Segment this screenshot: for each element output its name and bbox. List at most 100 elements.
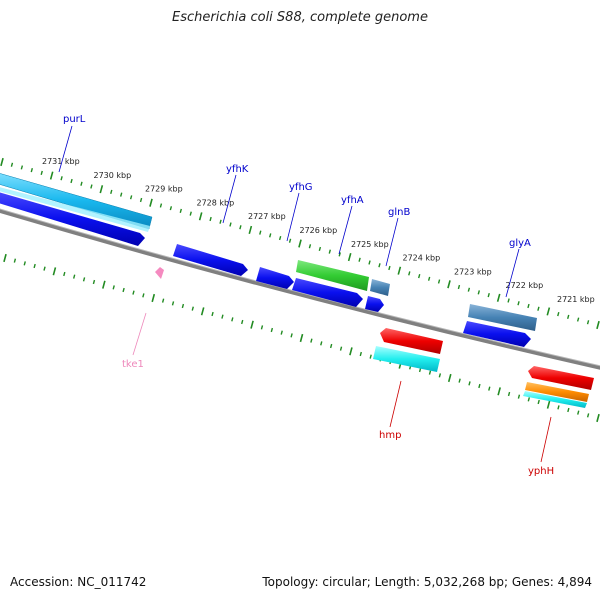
minor-tick [129, 195, 133, 200]
minor-tick [132, 290, 135, 295]
gene-label-glyA[interactable]: glyA [509, 238, 531, 249]
major-tick [447, 280, 451, 289]
minor-tick [408, 271, 411, 276]
gene-arrow[interactable] [525, 382, 589, 402]
gene-label-glnB[interactable]: glnB [388, 207, 410, 218]
minor-tick [329, 343, 333, 349]
major-tick [99, 185, 104, 194]
minor-tick [142, 293, 145, 298]
minor-tick [537, 306, 540, 311]
minor-tick [60, 176, 63, 181]
major-tick [52, 267, 57, 276]
minor-tick [507, 298, 510, 303]
gene-label-purL[interactable]: purL [63, 114, 86, 125]
minor-tick [139, 197, 143, 203]
minor-tick [229, 222, 232, 227]
minor-tick [161, 298, 165, 303]
major-tick [596, 320, 600, 330]
gene-arrow[interactable] [380, 328, 443, 354]
minor-tick [310, 338, 313, 343]
gene-arrow[interactable] [296, 260, 369, 291]
gene-arrow[interactable] [365, 296, 384, 312]
gene-arrow[interactable] [0, 191, 145, 246]
minor-tick [537, 399, 540, 405]
major-tick [347, 253, 352, 262]
minor-tick [159, 203, 163, 208]
minor-tick [438, 373, 442, 378]
major-tick [299, 333, 304, 343]
genome-backbone [0, 208, 600, 370]
minor-tick [457, 284, 461, 290]
minor-tick [259, 230, 262, 235]
minor-tick [428, 370, 432, 375]
minor-tick [231, 317, 234, 322]
minor-tick [427, 276, 431, 281]
minor-tick [278, 235, 282, 241]
minor-tick [80, 181, 83, 186]
scale-tick-label: 2727 kbp [248, 212, 286, 221]
minor-tick [221, 314, 224, 319]
gene-label-yfhG[interactable]: yfhG [289, 182, 313, 193]
major-tick [0, 157, 4, 167]
gene-arrow[interactable] [292, 278, 363, 307]
gene-arrow[interactable] [463, 321, 531, 347]
minor-tick [211, 311, 214, 317]
gene-arrow[interactable] [173, 244, 248, 276]
scale-tick-label: 2728 kbp [197, 198, 235, 207]
scale-tick-label: 2731 kbp [42, 157, 80, 166]
minor-tick [189, 211, 192, 216]
minor-tick [270, 327, 274, 333]
minor-tick [368, 260, 371, 265]
minor-tick [318, 246, 322, 252]
gene-arrow[interactable] [373, 346, 440, 372]
minor-tick [119, 192, 123, 197]
minor-tick [308, 244, 312, 249]
major-tick [3, 253, 7, 263]
gene-arrow[interactable] [0, 186, 150, 232]
page-title: Escherichia coli S88, complete genome [172, 10, 428, 25]
gene-arrow[interactable] [528, 366, 594, 390]
scale-tick-label: 2723 kbp [454, 267, 492, 276]
major-tick [200, 307, 205, 316]
gene-label-hmp[interactable]: hmp [379, 430, 401, 441]
minor-tick [437, 279, 441, 284]
minor-tick [417, 273, 421, 279]
gene-arrow[interactable] [370, 279, 390, 296]
minor-tick [527, 303, 530, 309]
minor-tick [33, 263, 36, 269]
minor-tick [577, 410, 580, 415]
minor-tick [320, 341, 323, 346]
minor-tick [169, 206, 173, 211]
major-tick [497, 387, 501, 396]
minor-tick [72, 274, 76, 279]
minor-tick [63, 271, 66, 277]
major-tick [102, 280, 106, 289]
minor-tick [13, 258, 17, 263]
major-tick [349, 347, 353, 356]
minor-tick [507, 391, 511, 397]
gene-arrow[interactable] [468, 304, 537, 331]
minor-tick [181, 303, 185, 309]
gene-leader-line [338, 205, 353, 255]
gene-arrow[interactable] [523, 391, 587, 408]
minor-tick [112, 285, 115, 290]
minor-tick [378, 263, 381, 268]
minor-tick [92, 279, 96, 285]
gene-label-yfhA[interactable]: yfhA [341, 195, 364, 206]
gene-arrow[interactable] [256, 267, 294, 289]
rna-arrow[interactable] [155, 267, 164, 279]
major-tick [250, 320, 254, 329]
minor-tick [209, 216, 212, 222]
genome-stats-text: Topology: circular; Length: 5,032,268 bp… [262, 575, 592, 589]
minor-tick [191, 306, 194, 311]
major-tick [447, 373, 452, 383]
accession-text: Accession: NC_011742 [10, 575, 147, 589]
gene-label-tke1[interactable]: tke1 [122, 359, 144, 370]
gene-label-yfhK[interactable]: yfhK [226, 164, 249, 175]
major-tick [49, 171, 54, 180]
minor-tick [43, 266, 46, 271]
minor-tick [268, 233, 272, 238]
minor-tick [122, 287, 125, 293]
gene-label-yphH[interactable]: yphH [528, 466, 554, 477]
